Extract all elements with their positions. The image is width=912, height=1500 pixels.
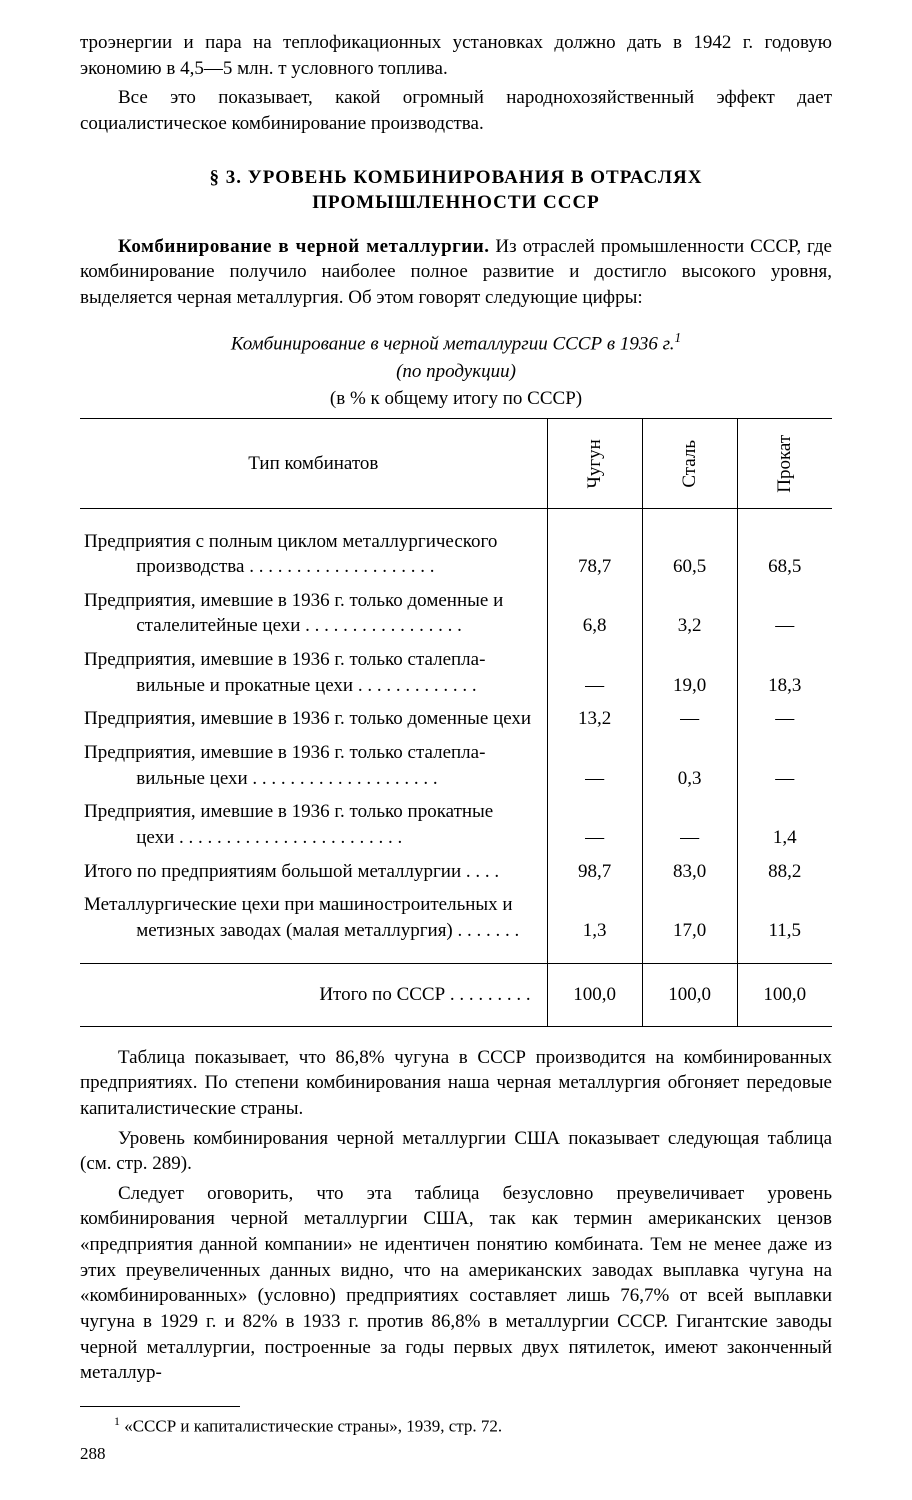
table-row: Предприятия, имевшие в 1936 г. только пр… [80, 795, 832, 854]
after-paragraph-2: Уровень комбинирования черной металлурги… [80, 1126, 832, 1177]
table-header-row: Тип комбинатов Чугун Сталь Прокат [80, 419, 832, 509]
opening-paragraph-1: троэнергии и пара на теплофикационных ус… [80, 30, 832, 81]
table-caption: Комбинирование в черной металлургии СССР… [80, 329, 832, 357]
table-header-col-3-text: Прокат [772, 435, 798, 493]
table-spacer-bottom [80, 947, 832, 963]
intro-run-in: Комбинирование в черной металлургии. [118, 236, 489, 257]
row-value: 68,5 [737, 525, 832, 584]
row-value: — [547, 736, 642, 795]
row-value: 18,3 [737, 643, 832, 702]
row-value: 98,7 [547, 855, 642, 889]
row-value: 0,3 [642, 736, 737, 795]
table-total-value: 100,0 [642, 963, 737, 1026]
row-label-cont: вильные и прокатные цехи [136, 675, 353, 696]
table-total-value: 100,0 [737, 963, 832, 1026]
table-header-type: Тип комбинатов [80, 419, 547, 509]
row-value: — [547, 795, 642, 854]
table-row: Предприятия, имевшие в 1936 г. только ст… [80, 736, 832, 795]
row-value: — [642, 795, 737, 854]
row-label: Предприятия с полным циклом металлургиче… [84, 531, 497, 552]
footnote: 1 «СССР и капиталистические страны», 193… [80, 1413, 832, 1439]
table-header-col-2-text: Сталь [677, 440, 703, 488]
table-header-col-3: Прокат [737, 419, 832, 509]
table-row: Предприятия, имевшие в 1936 г. только до… [80, 702, 832, 736]
section-heading-line-1: § 3. УРОВЕНЬ КОМБИНИРОВАНИЯ В ОТРАСЛЯХ [80, 165, 832, 191]
row-label: Предприятия, имевшие в 1936 г. только до… [84, 708, 531, 729]
page-number: 288 [80, 1443, 832, 1466]
row-value: 19,0 [642, 643, 737, 702]
table-total-row: Итого по СССР . . . . . . . . . 100,0 10… [80, 963, 832, 1026]
table-header-col-1-text: Чугун [582, 439, 608, 488]
section-heading-line-2: ПРОМЫШЛЕННОСТИ СССР [80, 190, 832, 216]
section-heading: § 3. УРОВЕНЬ КОМБИНИРОВАНИЯ В ОТРАСЛЯХ П… [80, 165, 832, 216]
table-row: Итого по предприятиям большой металлурги… [80, 855, 832, 889]
table-total-label: Итого по СССР . . . . . . . . . [80, 963, 547, 1026]
row-value: — [737, 702, 832, 736]
after-paragraph-3: Следует оговорить, что эта таблица безус… [80, 1181, 832, 1386]
table-caption-text: Комбинирование в черной металлургии СССР… [231, 333, 675, 354]
table-row: Предприятия, имевшие в 1936 г. только до… [80, 584, 832, 643]
table-spacer-top [80, 509, 832, 525]
row-value: 78,7 [547, 525, 642, 584]
row-value: 1,4 [737, 795, 832, 854]
table-row: Предприятия, имевшие в 1936 г. только ст… [80, 643, 832, 702]
row-label: Итого по предприятиям большой металлурги… [84, 861, 499, 882]
table-caption-sup: 1 [674, 330, 681, 345]
row-label: Металлургические цехи при машиностроител… [84, 894, 513, 915]
row-label-cont: вильные цехи [136, 768, 247, 789]
row-label-cont: цехи [136, 827, 174, 848]
row-label: Предприятия, имевшие в 1936 г. только ст… [84, 742, 485, 763]
row-label-cont: производства [136, 556, 244, 577]
row-label-cont: метизных заводах (малая металлургия) [136, 920, 453, 941]
row-value: — [547, 643, 642, 702]
row-value: 1,3 [547, 888, 642, 947]
table-total-value: 100,0 [547, 963, 642, 1026]
row-value: 83,0 [642, 855, 737, 889]
after-paragraph-1: Таблица показывает, что 86,8% чугуна в С… [80, 1045, 832, 1122]
row-value: 11,5 [737, 888, 832, 947]
row-value: 60,5 [642, 525, 737, 584]
row-value: — [642, 702, 737, 736]
table-header-col-2: Сталь [642, 419, 737, 509]
table-row: Металлургические цехи при машиностроител… [80, 888, 832, 947]
row-value: 13,2 [547, 702, 642, 736]
row-label: Предприятия, имевшие в 1936 г. только пр… [84, 801, 493, 822]
row-value: — [737, 736, 832, 795]
table-header-col-1: Чугун [547, 419, 642, 509]
row-value: 6,8 [547, 584, 642, 643]
opening-paragraph-2: Все это показывает, какой огромный народ… [80, 85, 832, 136]
table-block: Комбинирование в черной металлургии СССР… [80, 329, 832, 1027]
row-value: 88,2 [737, 855, 832, 889]
table-row: Предприятия с полным циклом металлургиче… [80, 525, 832, 584]
data-table: Тип комбинатов Чугун Сталь Прокат Предпр… [80, 418, 832, 1027]
row-label-cont: сталелитейные цехи [136, 615, 300, 636]
intro-paragraph: Комбинирование в черной металлургии. Из … [80, 234, 832, 311]
footnote-separator [80, 1406, 240, 1407]
row-value: 3,2 [642, 584, 737, 643]
row-value: 17,0 [642, 888, 737, 947]
footnote-text: «СССР и капиталистические страны», 1939,… [120, 1417, 502, 1436]
table-subtitle: (по продукции) [80, 359, 832, 385]
row-label: Предприятия, имевшие в 1936 г. только ст… [84, 649, 485, 670]
row-value: — [737, 584, 832, 643]
row-label: Предприятия, имевшие в 1936 г. только до… [84, 590, 503, 611]
table-note: (в % к общему итогу по СССР) [80, 386, 832, 412]
